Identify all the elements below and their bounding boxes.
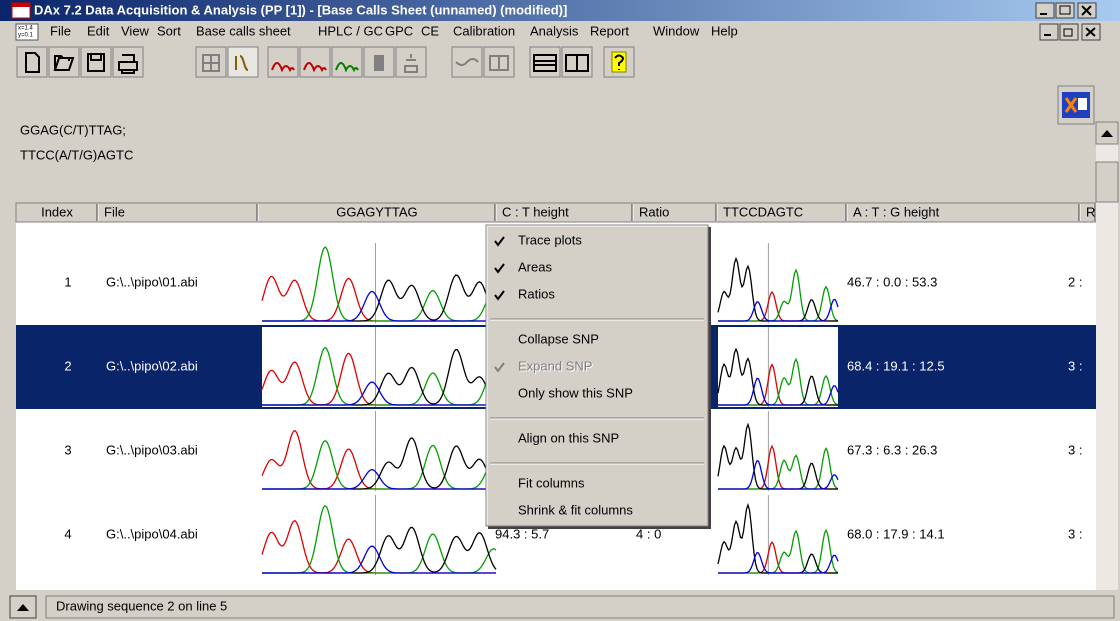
side-icon[interactable] [1058,86,1094,124]
trace-box [262,327,496,407]
application-window: DAx 7.2 Data Acquisition & Analysis (PP … [0,0,1120,621]
toolbar-button[interactable] [17,47,47,77]
menu-item[interactable]: Edit [87,23,110,38]
column-header[interactable]: R [1086,204,1095,219]
window-controls[interactable] [1036,3,1096,18]
menu-item[interactable]: Align on this SNP [518,430,619,445]
menu-item[interactable]: Fit columns [518,475,585,490]
column-header[interactable]: TTCCDAGTC [723,204,803,219]
cell-text: 2 : [1068,274,1082,289]
menu-label: Areas [518,259,552,274]
menu-label: Trace plots [518,232,582,247]
child-restore[interactable] [1060,24,1078,40]
cell-text: 4 [64,526,71,541]
menu-item[interactable]: CE [421,23,439,38]
svg-text:x=1.4: x=1.4 [18,26,34,32]
toolbar-button[interactable] [604,47,634,77]
toolbar-button[interactable] [49,47,79,77]
menu-item[interactable]: Analysis [530,23,579,38]
menu-label: Expand SNP [518,358,592,373]
column-header[interactable]: File [104,204,125,219]
status-text: Drawing sequence 2 on line 5 [56,598,227,613]
menu-item[interactable]: View [121,23,150,38]
toolbar-button[interactable] [196,47,226,77]
cell-text: 68.0 : 17.9 : 14.1 [847,526,945,541]
cell-text: 3 : [1068,358,1082,373]
toolbar-button[interactable] [300,47,330,77]
cell-text: G:\..\pipo\02.abi [106,358,198,373]
column-header[interactable]: A : T : G height [853,204,940,219]
menu-label: Fit columns [518,475,585,490]
cell-text: G:\..\pipo\03.abi [106,442,198,457]
minimize-button[interactable] [1036,3,1054,18]
maximize-button[interactable] [1056,3,1074,18]
menu-item[interactable]: Sort [157,23,181,38]
menu-item[interactable]: Window [653,23,700,38]
scroll-thumb[interactable] [1096,162,1118,202]
toolbar-button[interactable] [113,47,143,77]
sequence-line: TTCC(A/T/G)AGTC [20,147,133,162]
toolbar-button[interactable] [452,47,482,77]
toolbar-button[interactable] [81,47,111,77]
mdi-icon: x=1.4y=0.1 [16,24,38,40]
column-header[interactable]: GGAGYTTAG [336,204,417,219]
menu-item[interactable]: File [50,23,71,38]
menu-label: Only show this SNP [518,385,633,400]
menu-label: Shrink & fit columns [518,502,633,517]
menu-item[interactable]: Shrink & fit columns [518,502,633,517]
button-glyph [374,55,384,71]
menu-item[interactable]: GPC [385,23,413,38]
sequence-line: GGAG(C/T)TTAG; [20,122,126,137]
cell-text: 68.4 : 19.1 : 12.5 [847,358,945,373]
toolbar-button[interactable] [228,47,258,77]
column-header[interactable]: Index [41,204,73,219]
toolbar-button[interactable] [364,47,394,77]
cell-text: 1 [64,274,71,289]
column-header[interactable]: Ratio [639,204,669,219]
menu-item[interactable]: HPLC / GC [318,23,383,38]
menu-item[interactable]: Help [711,23,738,38]
toolbar-button[interactable] [332,47,362,77]
cell-text: 67.3 : 6.3 : 26.3 [847,442,937,457]
svg-text:y=0.1: y=0.1 [18,33,34,39]
button-face [268,47,298,77]
toolbar-button[interactable] [396,47,426,77]
menu-item[interactable]: Collapse SNP [518,331,599,346]
button-face [49,47,79,77]
cell-text: G:\..\pipo\04.abi [106,526,198,541]
cell-text: 46.7 : 0.0 : 53.3 [847,274,937,289]
button-face [81,47,111,77]
button-face [300,47,330,77]
menu-label: Align on this SNP [518,430,619,445]
cell-text: 3 [64,442,71,457]
child-minimize[interactable] [1040,24,1058,40]
app-icon [12,3,30,18]
toolbar-button[interactable] [562,47,592,77]
toolbar-button[interactable] [268,47,298,77]
toolbar-button[interactable] [530,47,560,77]
cell-text: 3 : [1068,526,1082,541]
toolbar-button[interactable] [484,47,514,77]
menu-label: Ratios [518,286,555,301]
column-header[interactable]: C : T height [502,204,569,219]
menu-item[interactable]: Report [590,23,629,38]
cell-text: 3 : [1068,442,1082,457]
menu-label: Collapse SNP [518,331,599,346]
menu-item[interactable]: Only show this SNP [518,385,633,400]
cell-text: G:\..\pipo\01.abi [106,274,198,289]
window-title: DAx 7.2 Data Acquisition & Analysis (PP … [34,2,567,17]
mdi-controls[interactable] [1040,24,1100,40]
button-face [332,47,362,77]
column-header: Index File GGAGYTTAG C : T height Ratio TTCCD… [16,203,1096,222]
toolbar [17,47,634,77]
context-menu: Trace plots Areas Ratios Collapse SNP Expand… [486,225,711,529]
cell-text: 2 [64,358,71,373]
vertical-scrollbar[interactable] [1096,122,1118,592]
menu-item[interactable]: Base calls sheet [196,23,291,38]
menu-item[interactable]: Calibration [453,23,515,38]
